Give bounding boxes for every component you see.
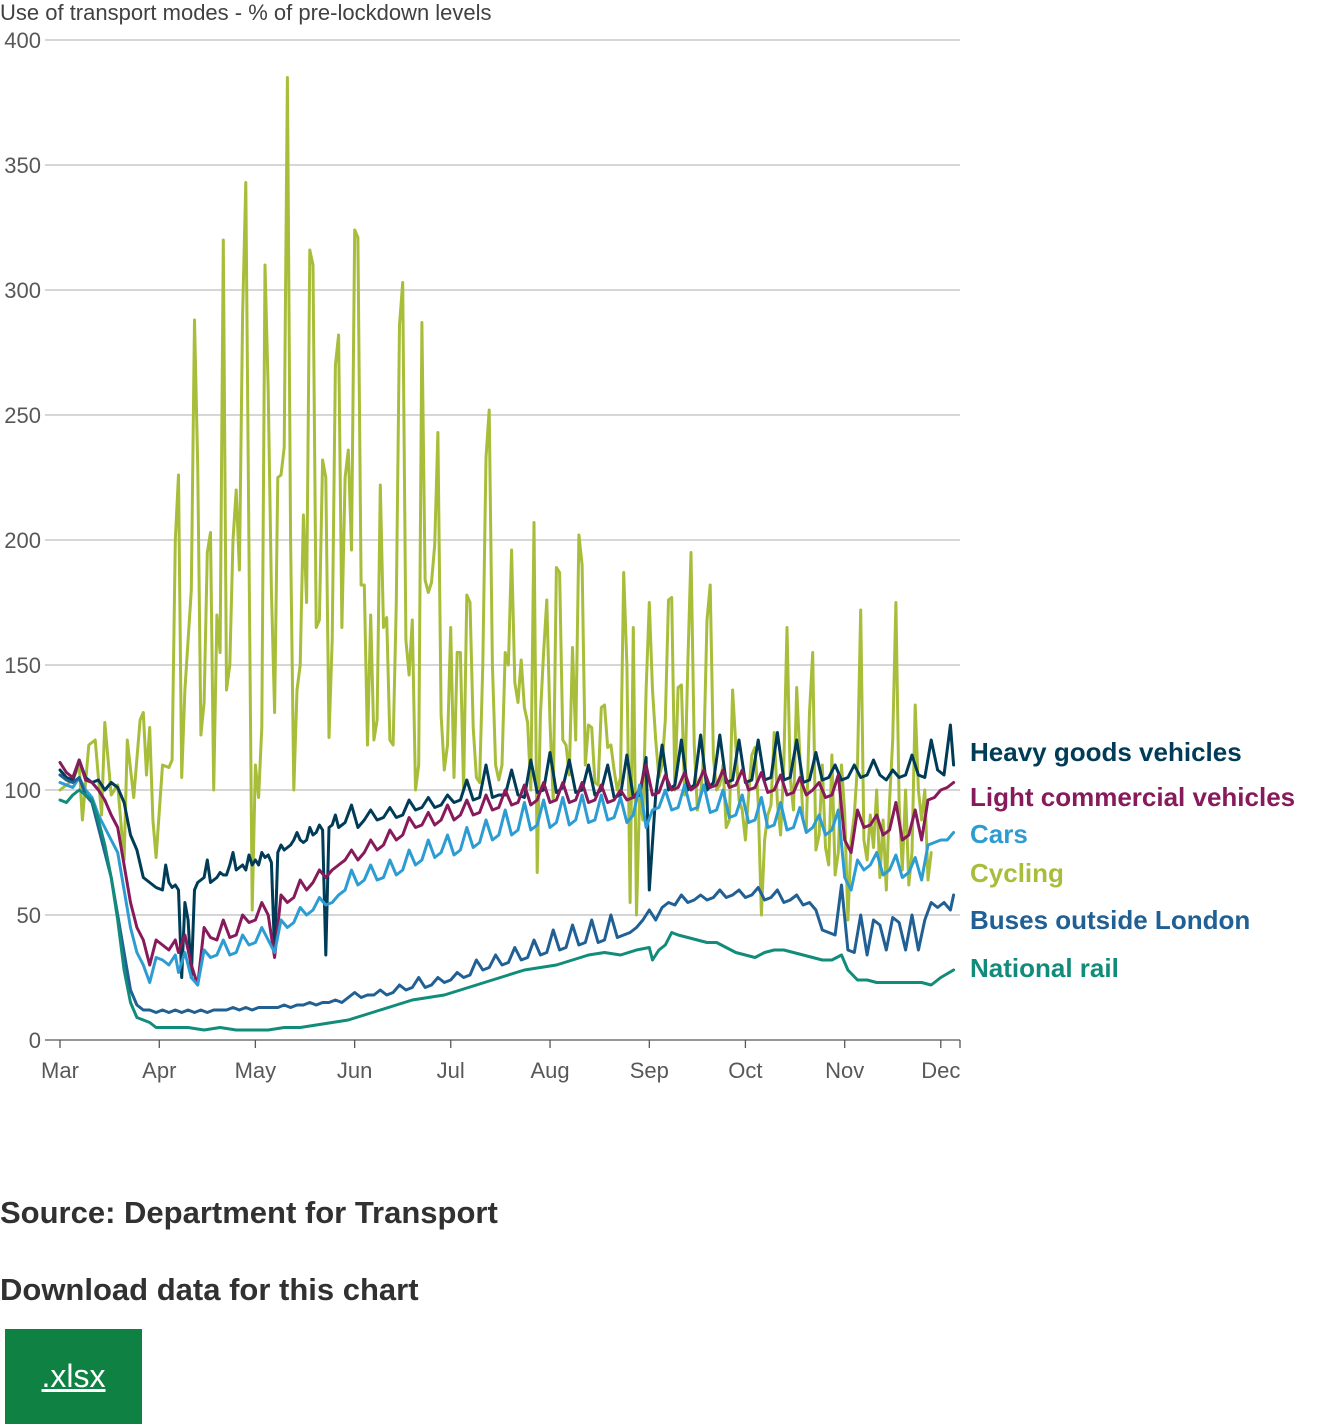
- download-heading: Download data for this chart: [0, 1272, 419, 1307]
- x-tick-label: Dec: [921, 1058, 960, 1083]
- series-line-national-rail: [58, 788, 956, 1032]
- series-label-buses-outside-london: Buses outside London: [970, 905, 1250, 935]
- x-tick-label: Nov: [825, 1058, 864, 1083]
- x-tick-label: Aug: [530, 1058, 569, 1083]
- y-tick-label: 400: [4, 28, 41, 53]
- x-tick-label: Sep: [630, 1058, 669, 1083]
- y-tick-label: 250: [4, 403, 41, 428]
- series-label-light-commercial-vehicles: Light commercial vehicles: [970, 782, 1295, 812]
- download-xlsx-link[interactable]: .xlsx: [41, 1358, 106, 1394]
- series-label-cars: Cars: [970, 819, 1028, 849]
- y-tick-label: 150: [4, 653, 41, 678]
- download-xlsx-button[interactable]: .xlsx: [5, 1329, 142, 1424]
- x-tick-label: Apr: [142, 1058, 176, 1083]
- series-label-heavy-goods-vehicles: Heavy goods vehicles: [970, 737, 1242, 767]
- y-tick-label: 50: [17, 903, 41, 928]
- source-note: Source: Department for Transport: [0, 1195, 498, 1230]
- y-tick-label: 100: [4, 778, 41, 803]
- series-line-heavy-goods-vehicles: [58, 723, 956, 979]
- series-labels: Heavy goods vehicles Light commercial veh…: [970, 737, 1295, 983]
- x-tick-label: Mar: [41, 1058, 79, 1083]
- series-label-national-rail: National rail: [970, 953, 1119, 983]
- chart-title: Use of transport modes - % of pre-lockdo…: [0, 0, 492, 25]
- y-tick-label: 300: [4, 278, 41, 303]
- series-line-buses-outside-london: [58, 773, 956, 1014]
- y-tick-label: 350: [4, 153, 41, 178]
- y-tick-label: 0: [29, 1028, 41, 1053]
- x-tick-label: May: [235, 1058, 277, 1083]
- x-tick-label: Jul: [437, 1058, 465, 1083]
- series-label-cycling: Cycling: [970, 858, 1064, 888]
- x-tick-label: Oct: [728, 1058, 762, 1083]
- series-line-cycling: [58, 76, 933, 922]
- y-axis-ticks: 0 50 100 150 200 250 300 350 400: [4, 28, 41, 1053]
- series-lines: [58, 76, 956, 1032]
- x-axis: Mar Apr May Jun Jul Aug Sep Oct Nov Dec: [41, 1039, 961, 1083]
- series-line-light-commercial-vehicles: [58, 758, 956, 987]
- series-line-cars: [58, 776, 956, 987]
- transport-chart: Use of transport modes - % of pre-lockdo…: [0, 0, 1295, 1083]
- y-tick-label: 200: [4, 528, 41, 553]
- x-tick-label: Jun: [337, 1058, 372, 1083]
